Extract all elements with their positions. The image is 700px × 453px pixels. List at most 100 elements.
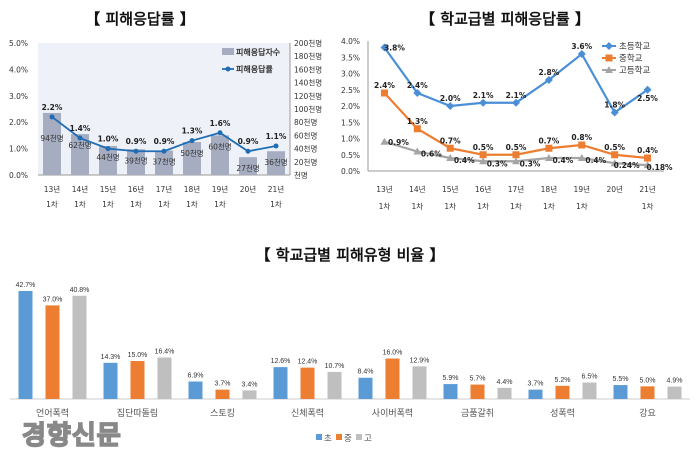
chart2-point-label: 0.7% [538,136,559,145]
chart3-bar-label: 5.0% [640,377,656,384]
chart1-bar [155,150,173,175]
chart2-point [544,76,553,84]
chart3-x-tick: 사이버폭력 [372,407,413,419]
chart2-point [446,102,455,110]
chart1-bar [127,149,145,175]
chart1-legend-marker [225,66,231,72]
chart3-bar-label: 12.4% [298,359,318,366]
chart1-line-label: 0.9% [238,137,259,146]
chart1-point [77,135,83,141]
chart2-y-tick: 3.5% [341,53,360,62]
chart3-bar-label: 5.2% [555,377,571,384]
chart3-bar [667,386,682,399]
chart1-legend-bar-label: 피해응답자수 [236,47,281,57]
chart3-bar [242,390,257,399]
chart1-bar [211,135,229,175]
chart1-x-tick-sub: 1차 [130,200,142,209]
chart3-bar-label: 12.9% [410,357,430,364]
chart2-x-tick-sub: 1차 [642,202,654,211]
chart1-x-tick: 14년 [72,184,89,194]
chart1-bar-label: 94천명 [40,133,63,143]
chart1-x-tick: 18년 [184,184,201,194]
chart1-bar-label: 50천명 [180,148,203,158]
chart1-bar-label: 44천명 [96,152,119,162]
chart3-bar [300,367,315,399]
chart1-bar [99,145,117,175]
chart2-legend-marker [605,42,613,50]
chart3-bar-label: 4.9% [667,378,683,385]
chart1-right-tick: 60천명 [294,130,317,140]
chart2-point [610,159,619,167]
chart2-point [643,85,652,94]
chart2-point [512,151,520,159]
chart3-bar [412,366,427,399]
chart1-left-tick: 3.0% [9,92,28,101]
watermark-logo: 경향신문 [21,420,122,452]
chart3-bar-label: 12.6% [271,358,291,365]
chart2-point [446,154,455,161]
chart2-x-tick: 19년 [574,184,591,194]
chart2-point [577,154,586,161]
chart2-point [578,141,586,149]
chart3-bar [45,305,60,399]
chart3-legend-swatch [356,434,362,440]
chart3-bar-label: 10.7% [325,363,345,370]
chart3-legend-swatch [316,434,322,440]
chart1-x-tick: 15년 [100,184,117,194]
chart2-point-label: 2.5% [637,94,658,103]
chart1-right-tick: 180천명 [294,51,322,61]
chart2-legend-label: 초등학교 [619,41,650,52]
chart1-point [105,146,111,152]
chart1-x-tick: 13년 [44,184,61,194]
chart2-point [413,89,422,97]
chart1-bar-label: 39천명 [124,155,147,165]
chart1-right-tick: 100천명 [294,104,322,114]
chart2-y-tick: 1.0% [341,135,360,144]
chart3-x-tick: 강요 [639,408,656,419]
chart2-y-tick: 2.5% [341,86,360,95]
chart3-bar-label: 5.9% [443,375,459,382]
chart2-point [545,144,553,152]
chart2-point-label: 0.3% [487,159,508,168]
chart1-right-tick: 천명 [294,170,308,180]
chart2-point-label: 3.6% [571,42,592,51]
chart3-bar-label: 6.9% [188,373,204,380]
chart2-point-label: 0.5% [604,143,625,152]
chart1-right-tick: 200천명 [294,38,322,48]
chart2-x-tick: 21년 [639,184,656,194]
chart1-right-tick: 140천명 [294,78,322,88]
chart3-legend-swatch [336,434,342,440]
chart3-x-tick: 금품갈취 [461,408,494,419]
chart3-bar [528,389,543,399]
chart3-x-tick: 집단따돌림 [117,407,158,419]
chart2-y-tick: 3.0% [341,70,360,79]
chart2-x-tick-sub: 1차 [510,202,522,211]
chart3-bar [188,381,203,399]
chart3-bar [273,367,288,399]
chart1-x-tick-sub: 1차 [214,200,226,209]
chart1-right-tick: 20천명 [294,157,317,167]
chart3-bar [443,384,458,399]
chart3-legend-label: 고 [364,434,372,444]
chart3-x-tick: 언어폭력 [36,407,69,419]
chart3-bar [103,362,118,399]
chart3-bar [215,389,230,399]
chart2-point-label: 2.8% [538,68,559,77]
chart1-line-label: 1.4% [70,124,91,133]
chart2-title: 【 학교급별 피해응답률 】 [420,10,590,28]
chart3-bar [640,386,655,399]
chart1-point [161,148,167,154]
chart1-line-label: 1.6% [210,119,231,128]
chart2-point [512,98,520,107]
chart1-legend-bar-swatch [222,48,234,55]
chart2-legend-marker [605,66,613,73]
chart1-x-tick: 19년 [212,184,229,194]
chart3-bar-label: 42.7% [16,282,36,289]
chart1-x-tick-sub: 1차 [158,200,170,209]
chart3-bar-label: 15.0% [128,352,148,359]
chart3-bar [385,358,400,399]
chart2-legend-label: 중학교 [619,53,643,64]
chart2-point-label: 0.5% [506,143,527,152]
chart2-point-label: 2.4% [374,81,395,90]
